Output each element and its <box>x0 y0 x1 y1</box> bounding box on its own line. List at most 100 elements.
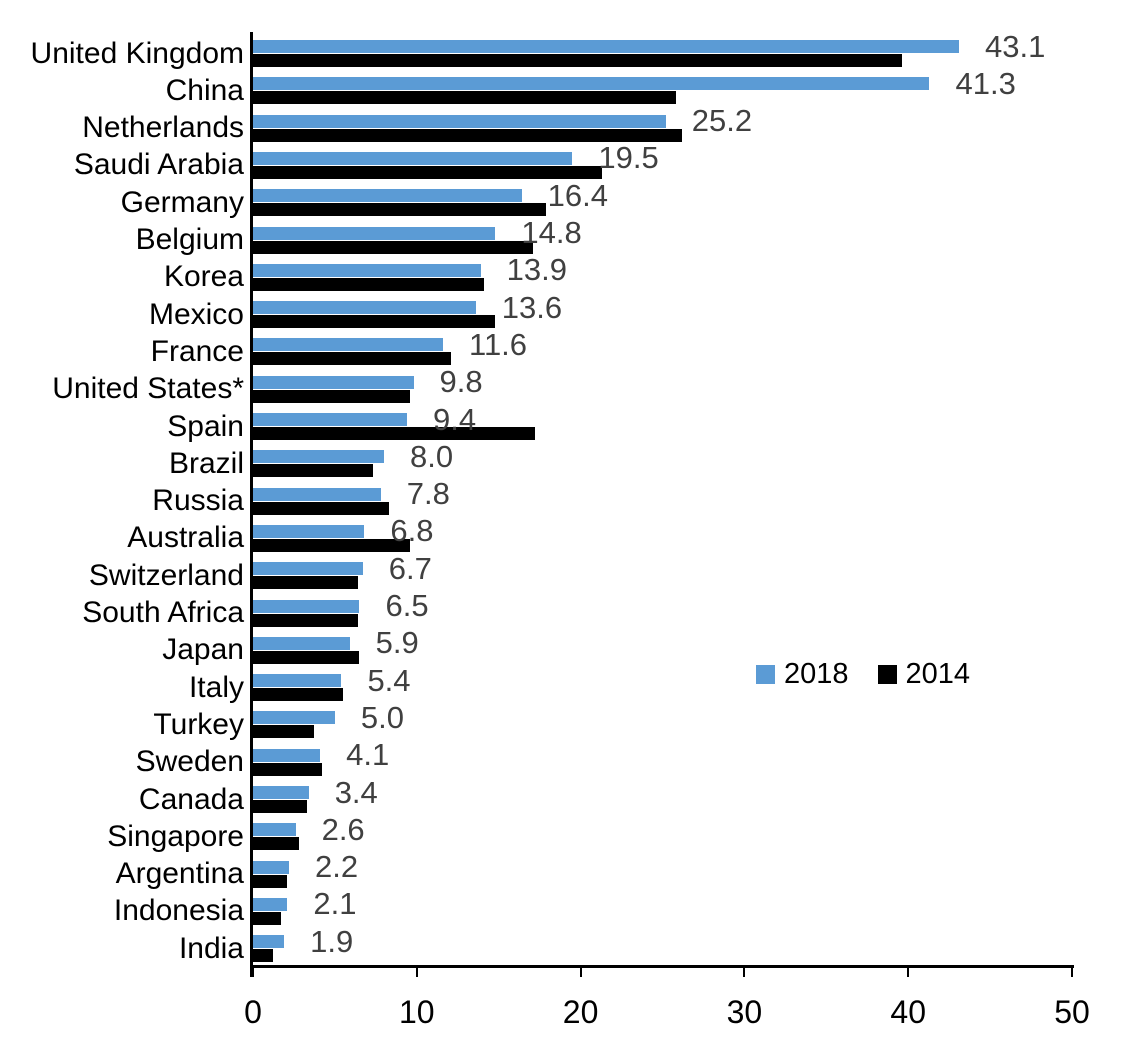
value-label: 43.1 <box>984 28 1046 64</box>
bar-2014 <box>253 837 299 851</box>
x-axis-tick <box>743 965 746 977</box>
category-label: Spain <box>167 409 244 443</box>
x-axis-tick-label: 50 <box>1054 994 1090 1030</box>
value-label: 3.4 <box>334 774 378 810</box>
value-label: 41.3 <box>955 65 1016 101</box>
bar-2018 <box>253 338 443 352</box>
bar-2018 <box>253 860 290 874</box>
category-label: Canada <box>138 782 244 816</box>
category-label: Sweden <box>135 745 244 779</box>
value-label: 9.4 <box>432 401 477 437</box>
bar-2018 <box>253 636 350 650</box>
x-axis-tick-label: 10 <box>399 994 435 1030</box>
bar-2018 <box>253 151 573 165</box>
category-label: China <box>165 73 244 107</box>
value-label: 6.5 <box>385 588 429 623</box>
bar-2018 <box>253 40 959 53</box>
bar-2014 <box>253 800 308 813</box>
y-axis-line <box>250 32 253 977</box>
value-label: 7.8 <box>406 476 450 512</box>
bar-2018 <box>253 77 930 91</box>
bar-2014 <box>253 688 344 702</box>
value-label: 1.9 <box>310 923 354 959</box>
value-label: 5.9 <box>375 625 419 661</box>
value-label: 9.8 <box>439 364 483 400</box>
legend-label-2018: 2018 <box>784 658 849 690</box>
bar-2018 <box>253 786 309 799</box>
category-label: United Kingdom <box>30 36 244 70</box>
bar-2018 <box>253 897 288 911</box>
x-axis-line <box>250 965 1074 968</box>
value-label: 5.0 <box>360 699 404 735</box>
legend-swatch-2014 <box>877 665 897 684</box>
bar-2014 <box>253 427 535 440</box>
bar-2018 <box>253 450 385 464</box>
bar-2014 <box>253 501 389 515</box>
legend: 2018 2014 <box>756 658 970 691</box>
bar-2018 <box>253 413 407 426</box>
bar-2014 <box>253 277 484 291</box>
bar-2018 <box>253 599 360 613</box>
bar-2018 <box>253 226 496 240</box>
value-label: 2.1 <box>313 886 357 922</box>
x-axis-tick-label: 20 <box>562 994 599 1030</box>
value-label: 4.1 <box>346 737 390 773</box>
bar-2014 <box>253 240 534 254</box>
bar-2014 <box>253 762 322 776</box>
bar-2018 <box>253 263 481 277</box>
bar-2014 <box>253 725 314 739</box>
bar-2018 <box>253 935 285 949</box>
x-axis-tick-label: 30 <box>726 994 763 1030</box>
category-label: Singapore <box>107 819 244 853</box>
value-label: 5.4 <box>367 662 411 698</box>
x-axis-tick <box>252 965 254 977</box>
value-label: 13.9 <box>506 252 568 288</box>
bar-2014 <box>253 315 496 329</box>
category-label: United States* <box>52 372 244 406</box>
x-axis-tick <box>1071 965 1073 977</box>
category-label: Belgium <box>135 223 244 256</box>
bar-2014 <box>253 165 602 179</box>
value-label: 11.6 <box>469 326 528 362</box>
bar-2014 <box>253 352 452 366</box>
bar-2014 <box>253 613 358 627</box>
category-label: Turkey <box>153 707 244 741</box>
category-label: Netherlands <box>82 111 244 145</box>
x-axis-tick <box>415 965 418 977</box>
bar-2018 <box>253 114 666 128</box>
bar-2014 <box>253 874 288 888</box>
category-label: Japan <box>162 633 244 667</box>
value-label: 16.4 <box>547 177 608 213</box>
legend-label-2014: 2014 <box>905 658 971 690</box>
category-label: Italy <box>188 670 244 704</box>
category-label: Brazil <box>168 446 244 480</box>
bar-2014 <box>253 464 373 478</box>
value-label: 25.2 <box>691 103 753 139</box>
x-axis-tick <box>907 965 910 977</box>
bar-2018 <box>253 711 335 725</box>
category-label: Germany <box>120 185 244 219</box>
bar-2018 <box>253 375 414 389</box>
bar-2014 <box>253 576 358 590</box>
x-axis-tick-label: 0 <box>244 994 262 1030</box>
category-label: Mexico <box>148 297 244 331</box>
bar-2014 <box>253 911 281 925</box>
bar-2018 <box>253 189 522 203</box>
bar-2014 <box>253 389 411 403</box>
bar-2014 <box>253 203 547 217</box>
category-label: India <box>178 931 244 965</box>
value-label: 19.5 <box>598 140 659 176</box>
category-label: Saudi Arabia <box>73 148 244 182</box>
category-label: Switzerland <box>88 558 244 592</box>
bar-2014 <box>253 538 411 552</box>
category-label: Korea <box>163 260 244 294</box>
value-label: 13.6 <box>501 289 563 325</box>
value-label: 2.6 <box>321 811 365 847</box>
category-label: South Africa <box>82 596 244 629</box>
bar-2018 <box>253 674 342 688</box>
bar-2014 <box>253 128 683 142</box>
bar-2018 <box>253 524 365 538</box>
x-axis-tick <box>579 965 582 977</box>
bar-2018 <box>253 487 381 501</box>
